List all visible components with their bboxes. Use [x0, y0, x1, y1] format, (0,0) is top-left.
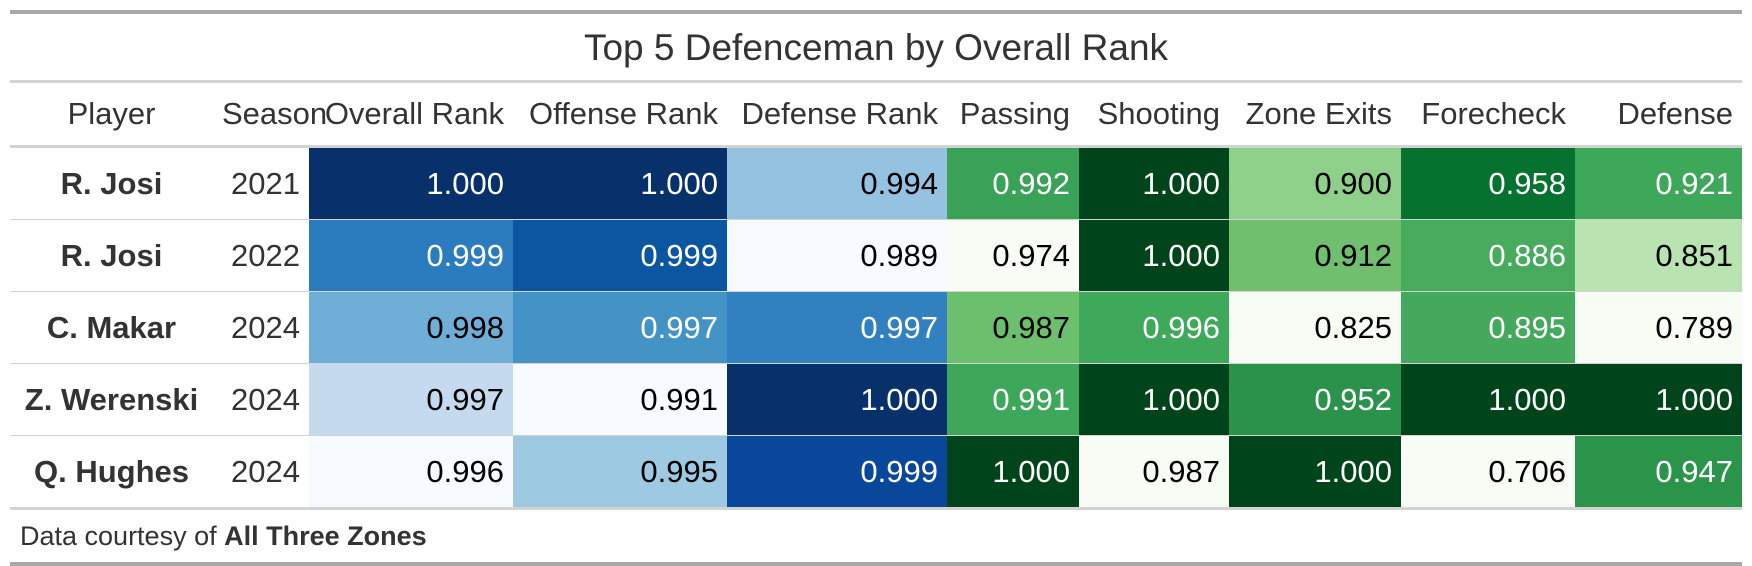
value-cell: 1.000 [309, 146, 513, 220]
table-bottom-rule [10, 507, 1742, 510]
value-cell: 0.900 [1229, 146, 1401, 220]
value-cell: 0.992 [947, 146, 1079, 220]
value-cell: 0.997 [727, 291, 947, 364]
stats-table-container: Top 5 Defenceman by Overall Rank Player S… [10, 10, 1742, 566]
header-row: Player Season Overall Rank Offense Rank Defe… [10, 83, 1742, 148]
value-cell: 0.991 [947, 363, 1079, 436]
season-cell: 2024 [213, 435, 309, 507]
value-cell: 0.995 [513, 435, 727, 507]
value-cell: 0.998 [309, 291, 513, 364]
table-row: R. Josi 2022 0.999 0.999 0.989 0.974 1.000 0.91… [10, 219, 1742, 292]
player-cell: R. Josi [10, 146, 213, 220]
value-cell: 0.974 [947, 219, 1079, 292]
value-cell: 0.947 [1575, 435, 1742, 507]
season-cell: 2024 [213, 291, 309, 364]
value-cell: 0.921 [1575, 146, 1742, 220]
source-name: All Three Zones [224, 521, 427, 551]
top-rule [10, 10, 1742, 14]
source-prefix: Data courtesy of [20, 521, 217, 551]
value-cell: 0.996 [309, 435, 513, 507]
value-cell: 1.000 [1401, 363, 1575, 436]
column-header: Overall Rank [309, 83, 513, 148]
source-note: Data courtesy of All Three Zones [10, 510, 1742, 562]
value-cell: 0.989 [727, 219, 947, 292]
value-cell: 0.999 [309, 219, 513, 292]
player-cell: Q. Hughes [10, 435, 213, 507]
value-cell: 1.000 [727, 363, 947, 436]
table-row: C. Makar 2024 0.998 0.997 0.997 0.987 0.996 0.8… [10, 291, 1742, 364]
value-cell: 1.000 [947, 435, 1079, 507]
value-cell: 0.952 [1229, 363, 1401, 436]
value-cell: 0.997 [309, 363, 513, 436]
value-cell: 0.991 [513, 363, 727, 436]
value-cell: 0.997 [513, 291, 727, 364]
value-cell: 1.000 [1575, 363, 1742, 436]
value-cell: 1.000 [1079, 146, 1229, 220]
column-header: Defense [1575, 83, 1742, 148]
value-cell: 0.825 [1229, 291, 1401, 364]
column-header: Player [10, 83, 213, 148]
value-cell: 1.000 [1079, 219, 1229, 292]
player-cell: R. Josi [10, 219, 213, 292]
player-cell: C. Makar [10, 291, 213, 364]
season-cell: 2022 [213, 219, 309, 292]
stats-table: Player Season Overall Rank Offense Rank Defe… [10, 83, 1742, 507]
value-cell: 0.994 [727, 146, 947, 220]
column-header: Season [213, 83, 327, 148]
value-cell: 0.912 [1229, 219, 1401, 292]
value-cell: 0.706 [1401, 435, 1575, 507]
value-cell: 0.886 [1401, 219, 1575, 292]
player-cell: Z. Werenski [10, 363, 213, 436]
value-cell: 0.999 [513, 219, 727, 292]
value-cell: 0.996 [1079, 291, 1229, 364]
title-rule [10, 80, 1742, 83]
value-cell: 0.987 [1079, 435, 1229, 507]
bottom-rule [10, 562, 1742, 566]
season-cell: 2024 [213, 363, 309, 436]
column-header: Shooting [1079, 83, 1229, 148]
value-cell: 0.958 [1401, 146, 1575, 220]
value-cell: 0.999 [727, 435, 947, 507]
table-row: Z. Werenski 2024 0.997 0.991 1.000 0.991 1.000… [10, 363, 1742, 436]
value-cell: 1.000 [1229, 435, 1401, 507]
value-cell: 0.851 [1575, 219, 1742, 292]
column-header: Passing [947, 83, 1079, 148]
column-header: Zone Exits [1229, 83, 1401, 148]
value-cell: 0.789 [1575, 291, 1742, 364]
column-header: Forecheck [1401, 83, 1575, 148]
value-cell: 1.000 [1079, 363, 1229, 436]
column-header: Defense Rank [727, 83, 947, 148]
value-cell: 0.987 [947, 291, 1079, 364]
table-row: Q. Hughes 2024 0.996 0.995 0.999 1.000 0.987 1.… [10, 435, 1742, 507]
table-title: Top 5 Defenceman by Overall Rank [583, 27, 1169, 68]
value-cell: 0.895 [1401, 291, 1575, 364]
column-header: Offense Rank [513, 83, 727, 148]
season-cell: 2021 [213, 146, 309, 220]
table-body: R. Josi 2021 1.000 1.000 0.994 0.992 1.000 0.90… [10, 146, 1742, 507]
table-row: R. Josi 2021 1.000 1.000 0.994 0.992 1.000 0.90… [10, 146, 1742, 220]
value-cell: 1.000 [513, 146, 727, 220]
